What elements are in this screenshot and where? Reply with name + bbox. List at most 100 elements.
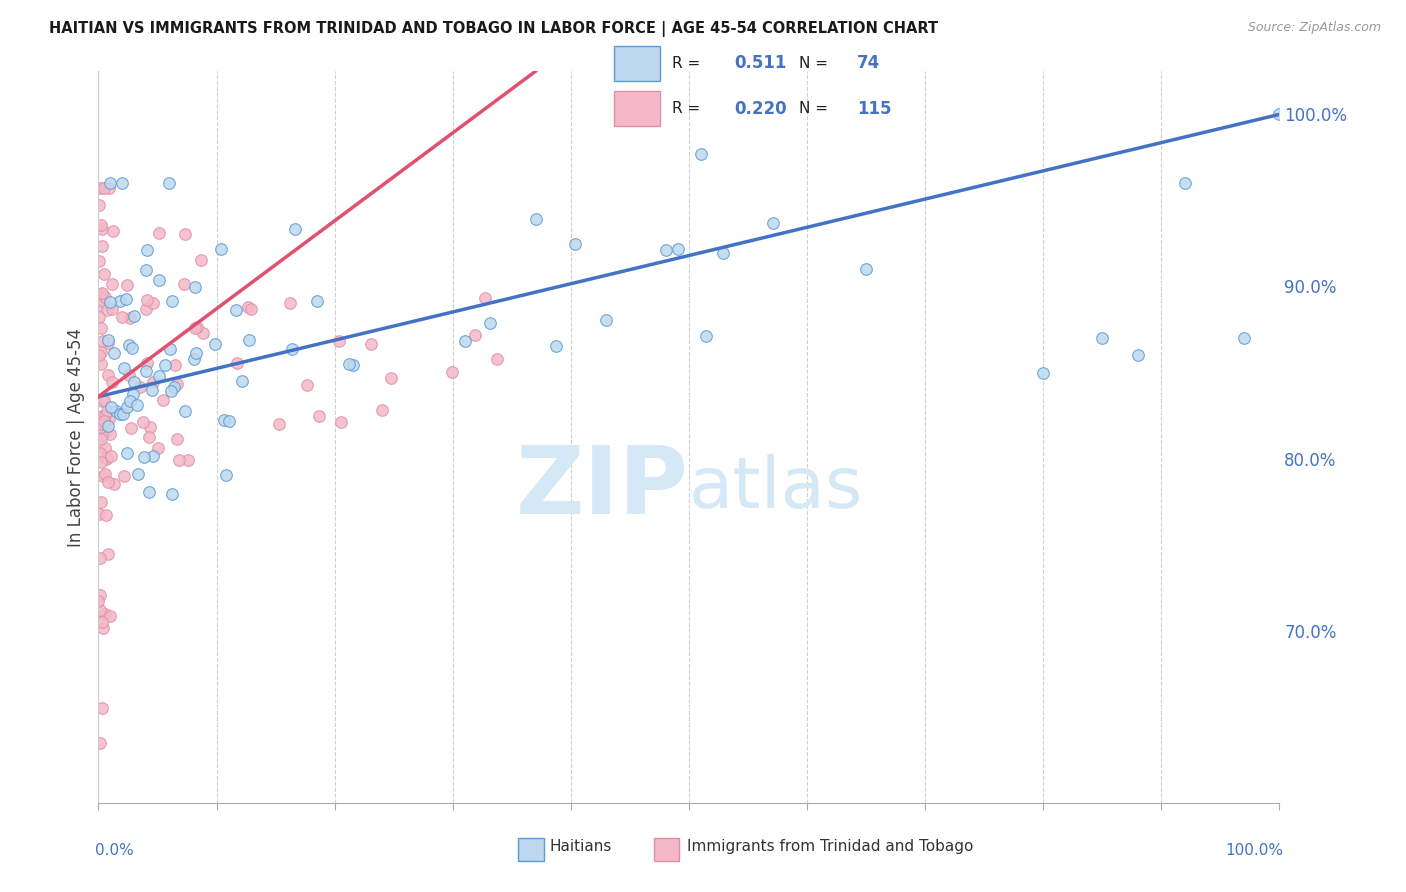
Point [464,327,486,342]
Point [87,593,110,607]
Point [138,484,160,499]
Point [87,253,110,268]
Point [94,452,117,467]
Point [855,262,877,277]
Point [142,375,165,389]
Point [97,368,120,382]
Point [166,376,188,391]
Point [89,446,111,460]
Point [159,343,181,357]
Point [93,416,115,430]
Point [191,326,214,340]
Point [141,383,163,397]
Point [89,588,111,602]
Point [87,507,110,521]
Point [98,609,121,624]
Point [173,277,195,291]
Point [93,267,115,281]
Point [90,344,112,359]
Point [380,371,402,385]
Text: 0.511: 0.511 [734,54,786,72]
Point [89,551,111,566]
Point [136,293,159,307]
Point [112,360,135,375]
Text: N =: N = [799,101,832,116]
Point [94,607,117,622]
Point [1032,366,1054,380]
Point [214,467,236,482]
Point [89,197,111,211]
Point [98,180,121,194]
Text: N =: N = [799,56,832,70]
Point [91,701,114,715]
Point [440,365,463,379]
Point [231,374,253,388]
Point [337,357,360,371]
Point [162,293,184,308]
Point [118,311,141,326]
Point [278,295,301,310]
Point [668,242,690,256]
Point [166,432,188,446]
Point [90,455,112,469]
Point [239,301,262,316]
Point [212,413,235,427]
Text: 115: 115 [856,100,891,118]
Point [90,427,112,442]
Point [342,359,364,373]
Point [328,334,350,348]
Point [654,244,676,258]
Point [148,273,170,287]
Point [454,334,477,348]
Point [135,263,157,277]
Point [96,450,118,465]
Point [1091,331,1114,345]
Point [138,429,160,443]
Point [87,299,110,313]
Point [153,358,176,372]
Point [218,414,240,428]
Point [225,302,247,317]
Point [190,253,212,268]
Point [89,417,111,431]
Point [209,242,232,256]
Point [118,338,141,352]
Point [711,245,734,260]
Point [114,469,136,483]
Point [152,392,174,407]
Point [269,417,291,432]
Point [90,417,112,431]
Point [101,224,124,238]
Point [524,212,547,227]
Point [97,475,120,489]
Point [1174,176,1197,190]
Point [91,286,114,301]
Point [136,243,159,257]
Point [371,402,394,417]
Point [93,469,115,483]
Point [89,181,111,195]
Point [184,280,207,294]
Point [101,376,124,390]
Point [121,341,143,355]
Point [485,351,508,366]
Point [595,313,617,327]
Point [108,294,131,309]
Point [564,236,586,251]
Point [186,319,208,334]
Point [108,407,131,421]
Point [103,477,125,491]
Point [91,615,114,629]
Point [169,453,191,467]
Point [160,487,183,501]
Y-axis label: In Labor Force | Age 45-54: In Labor Force | Age 45-54 [66,327,84,547]
Text: Immigrants from Trinidad and Tobago: Immigrants from Trinidad and Tobago [686,839,973,855]
Point [132,450,155,464]
Point [128,380,150,394]
Point [93,334,115,348]
Text: R =: R = [672,56,706,70]
Point [1233,331,1256,345]
Point [163,379,186,393]
Point [90,218,112,232]
Point [100,449,122,463]
